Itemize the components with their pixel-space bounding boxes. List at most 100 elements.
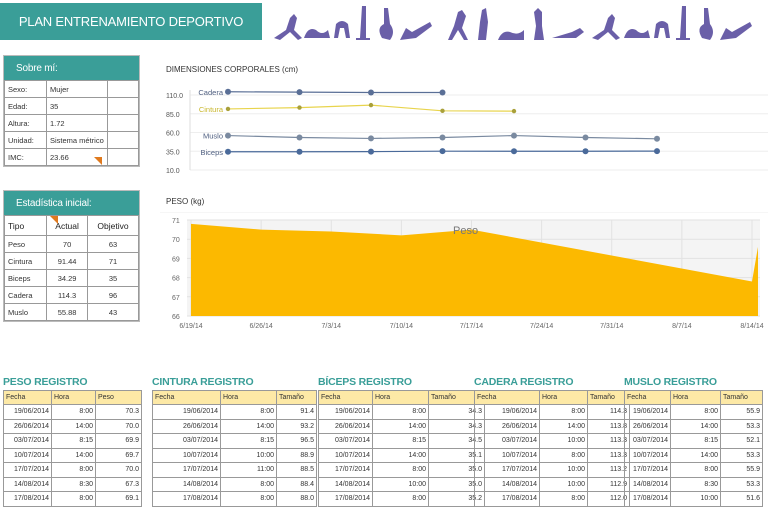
register-cell[interactable]: 10/07/2014 <box>3 447 52 463</box>
data-point[interactable] <box>439 89 446 96</box>
register-cell[interactable]: 17/07/2014 <box>3 462 52 478</box>
register-cell[interactable]: 03/07/2014 <box>624 433 671 449</box>
about-value[interactable]: 35 <box>46 97 108 115</box>
stats-cell[interactable]: 34.29 <box>46 269 89 287</box>
register-cell[interactable]: 8:00 <box>51 404 96 420</box>
register-cell[interactable]: 52.1 <box>720 433 763 449</box>
about-empty-cell[interactable] <box>106 80 140 98</box>
register-cell[interactable]: 8:00 <box>670 404 721 420</box>
register-cell[interactable]: 17/07/2014 <box>318 462 373 478</box>
stats-cell[interactable]: Cadera <box>3 286 48 304</box>
data-point[interactable] <box>368 89 374 96</box>
stats-cell[interactable]: 63 <box>87 235 139 253</box>
register-cell[interactable]: 26/06/2014 <box>152 418 221 434</box>
register-cell[interactable]: 03/07/2014 <box>3 433 52 449</box>
data-point[interactable] <box>511 108 517 114</box>
register-cell[interactable]: 14/08/2014 <box>3 476 52 492</box>
register-cell[interactable]: 17/07/2014 <box>474 462 540 478</box>
register-cell[interactable]: 8:00 <box>51 491 96 507</box>
data-point[interactable] <box>511 132 517 139</box>
stats-cell[interactable]: 96 <box>87 286 139 304</box>
register-cell[interactable]: 8:00 <box>539 491 588 507</box>
register-cell[interactable]: 88.4 <box>276 476 317 492</box>
register-cell[interactable]: 8:00 <box>220 491 277 507</box>
register-cell[interactable]: 53.3 <box>720 418 763 434</box>
data-point[interactable] <box>296 134 303 141</box>
register-cell[interactable]: 93.2 <box>276 418 317 434</box>
data-point[interactable] <box>582 148 589 155</box>
register-cell[interactable]: 8:00 <box>220 476 277 492</box>
register-cell[interactable]: 8:15 <box>670 433 721 449</box>
data-point[interactable] <box>368 148 374 155</box>
register-cell[interactable]: 8:00 <box>670 462 721 478</box>
register-cell[interactable]: 17/08/2014 <box>624 491 671 507</box>
stats-cell[interactable]: 55.88 <box>46 303 89 321</box>
stats-cell[interactable]: 91.44 <box>46 252 89 270</box>
data-point[interactable] <box>368 135 374 142</box>
stats-cell[interactable]: 71 <box>87 252 139 270</box>
comment-indicator-icon[interactable] <box>50 216 58 224</box>
register-cell[interactable]: 8:15 <box>51 433 96 449</box>
register-cell[interactable]: 67.3 <box>95 476 142 492</box>
data-point[interactable] <box>225 88 231 95</box>
register-cell[interactable]: 14:00 <box>670 418 721 434</box>
register-cell[interactable]: 10:00 <box>539 433 588 449</box>
register-cell[interactable]: 8:30 <box>670 476 721 492</box>
data-point[interactable] <box>440 108 445 114</box>
data-point[interactable] <box>225 132 231 139</box>
stats-cell[interactable]: 43 <box>87 303 139 321</box>
about-empty-cell[interactable] <box>106 131 140 149</box>
register-cell[interactable]: 8:00 <box>372 491 429 507</box>
register-cell[interactable]: 17/08/2014 <box>474 491 540 507</box>
register-cell[interactable]: 17/07/2014 <box>624 462 671 478</box>
about-value[interactable]: Sistema métrico <box>46 131 108 149</box>
register-cell[interactable]: 91.4 <box>276 404 317 420</box>
data-point[interactable] <box>654 148 660 155</box>
register-cell[interactable]: 14/08/2014 <box>318 476 373 492</box>
register-cell[interactable]: 88.9 <box>276 447 317 463</box>
register-cell[interactable]: 17/08/2014 <box>3 491 52 507</box>
data-point[interactable] <box>511 148 517 155</box>
register-cell[interactable]: 8:00 <box>51 462 96 478</box>
register-cell[interactable]: 53.3 <box>720 447 763 463</box>
register-cell[interactable]: 14:00 <box>539 418 588 434</box>
register-cell[interactable]: 70.3 <box>95 404 142 420</box>
register-cell[interactable]: 14:00 <box>670 447 721 463</box>
register-cell[interactable]: 10/07/2014 <box>474 447 540 463</box>
register-cell[interactable]: 19/06/2014 <box>3 404 52 420</box>
stats-cell[interactable]: Biceps <box>3 269 48 287</box>
register-cell[interactable]: 96.5 <box>276 433 317 449</box>
register-cell[interactable]: 14/08/2014 <box>474 476 540 492</box>
about-empty-cell[interactable] <box>106 97 140 115</box>
register-cell[interactable]: 70.0 <box>95 462 142 478</box>
register-cell[interactable]: 03/07/2014 <box>318 433 373 449</box>
register-cell[interactable]: 8:00 <box>220 404 277 420</box>
register-cell[interactable]: 69.1 <box>95 491 142 507</box>
register-cell[interactable]: 8:00 <box>539 447 588 463</box>
register-cell[interactable]: 03/07/2014 <box>474 433 540 449</box>
register-cell[interactable]: 10/07/2014 <box>152 447 221 463</box>
register-cell[interactable]: 19/06/2014 <box>152 404 221 420</box>
register-cell[interactable]: 14:00 <box>372 447 429 463</box>
register-cell[interactable]: 10/07/2014 <box>318 447 373 463</box>
stats-cell[interactable]: Cintura <box>3 252 48 270</box>
about-empty-cell[interactable] <box>106 114 140 132</box>
register-cell[interactable]: 03/07/2014 <box>152 433 221 449</box>
register-cell[interactable]: 8:00 <box>372 462 429 478</box>
data-point[interactable] <box>368 102 374 108</box>
register-cell[interactable]: 17/08/2014 <box>318 491 373 507</box>
register-cell[interactable]: 11:00 <box>220 462 277 478</box>
register-cell[interactable]: 8:00 <box>372 404 429 420</box>
register-cell[interactable]: 14:00 <box>220 418 277 434</box>
register-cell[interactable]: 8:15 <box>220 433 277 449</box>
stats-cell[interactable]: 70 <box>46 235 89 253</box>
register-cell[interactable]: 70.0 <box>95 418 142 434</box>
stats-cell[interactable]: 35 <box>87 269 139 287</box>
data-point[interactable] <box>297 105 302 110</box>
register-cell[interactable]: 69.9 <box>95 433 142 449</box>
register-cell[interactable]: 10:00 <box>539 462 588 478</box>
stats-cell[interactable]: 114.3 <box>46 286 89 304</box>
register-cell[interactable]: 17/07/2014 <box>152 462 221 478</box>
data-point[interactable] <box>296 148 303 155</box>
register-cell[interactable]: 14:00 <box>51 447 96 463</box>
